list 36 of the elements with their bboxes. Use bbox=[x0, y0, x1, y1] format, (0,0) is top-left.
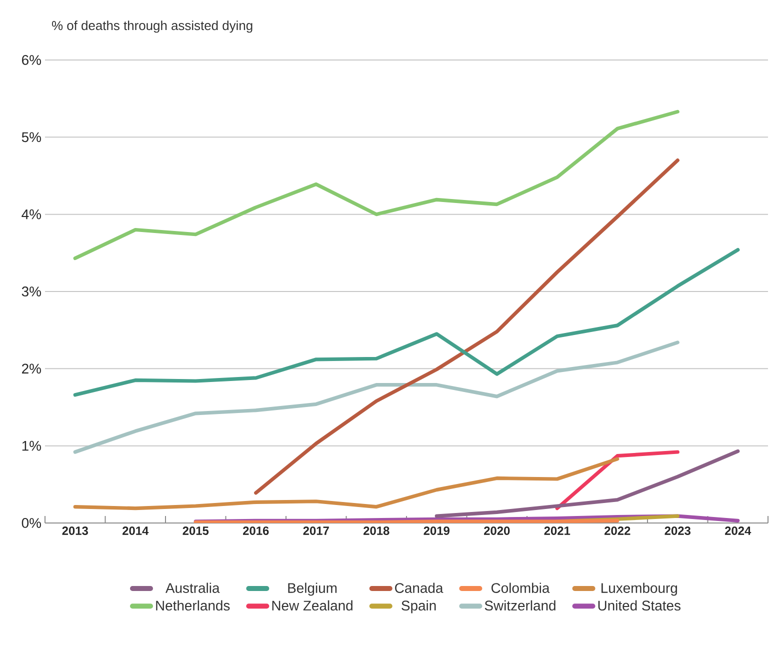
legend-label: New Zealand bbox=[272, 600, 352, 611]
legend-label: Netherlands bbox=[156, 600, 230, 611]
x-tick-label: 2015 bbox=[182, 526, 209, 535]
y-axis-title: % of deaths through assisted dying bbox=[52, 20, 252, 33]
legend-label: Luxembourg bbox=[602, 582, 677, 596]
line-series bbox=[73, 248, 740, 397]
line-series bbox=[73, 110, 680, 260]
x-tick-label: 2019 bbox=[424, 526, 450, 535]
x-tick-label: 2018 bbox=[364, 526, 390, 535]
x-tick-label: 2024 bbox=[725, 526, 752, 535]
legend-label: United States bbox=[598, 600, 680, 611]
x-tick-label: 2014 bbox=[122, 526, 149, 535]
y-tick-label: 1% bbox=[22, 440, 41, 451]
y-tick-label: 0% bbox=[22, 518, 41, 528]
legend-label: Switzerland bbox=[484, 600, 556, 611]
y-tick-label: 5% bbox=[22, 132, 41, 142]
line-series bbox=[73, 340, 680, 454]
legend-label: Colombia bbox=[491, 582, 550, 593]
line-series bbox=[434, 449, 740, 518]
x-tick-label: 2017 bbox=[303, 526, 329, 535]
y-tick-label: 2% bbox=[22, 364, 41, 374]
legend-label: Belgium bbox=[288, 582, 337, 596]
y-tick-label: 6% bbox=[22, 55, 41, 65]
x-tick-label: 2016 bbox=[243, 526, 269, 535]
line-series bbox=[73, 457, 620, 510]
x-tick-label: 2022 bbox=[604, 526, 630, 535]
line-series bbox=[254, 158, 680, 495]
legend-label: Canada bbox=[395, 582, 444, 593]
x-tick-label: 2021 bbox=[544, 526, 570, 535]
x-tick-label: 2020 bbox=[484, 526, 510, 535]
legend-label: Australia bbox=[166, 582, 220, 593]
legend-label: Spain bbox=[402, 600, 436, 614]
y-tick-label: 3% bbox=[22, 286, 41, 296]
y-tick-label: 4% bbox=[22, 209, 41, 220]
x-tick-label: 2013 bbox=[62, 526, 88, 535]
x-tick-label: 2023 bbox=[664, 526, 690, 535]
